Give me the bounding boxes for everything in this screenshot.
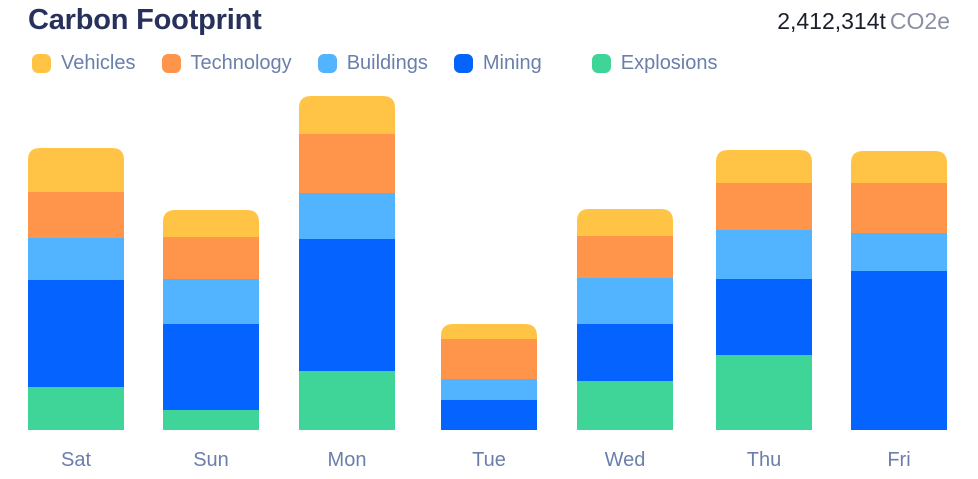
bar-segment-wed-buildings[interactable] (577, 278, 673, 324)
bar-segment-tue-technology[interactable] (441, 339, 537, 379)
bar-segment-sat-buildings[interactable] (28, 238, 124, 280)
bar-segment-wed-explosions[interactable] (577, 381, 673, 430)
legend-item-vehicles[interactable]: Vehicles (32, 52, 136, 75)
legend-label-buildings: Buildings (346, 51, 428, 74)
legend-item-mining[interactable]: Mining (453, 51, 542, 75)
x-tick-label: Thu (747, 449, 781, 471)
bar-segment-fri-vehicles[interactable] (851, 151, 947, 183)
bar-segment-sun-mining[interactable] (163, 324, 259, 410)
bar-segment-wed-technology[interactable] (577, 236, 673, 278)
bar-segment-mon-technology[interactable] (299, 134, 395, 193)
bar-segment-mon-explosions[interactable] (299, 371, 395, 430)
bar-segment-tue-buildings[interactable] (441, 379, 537, 400)
bar-segment-sat-mining[interactable] (28, 280, 124, 387)
legend-item-explosions[interactable]: Explosions (591, 51, 718, 75)
legend-item-buildings[interactable]: Buildings (317, 51, 428, 75)
bar-sun[interactable] (163, 210, 259, 430)
bar-segment-sat-explosions[interactable] (28, 387, 124, 430)
legend-swatch-buildings (317, 53, 337, 73)
legend-label-vehicles: Vehicles (61, 51, 136, 74)
legend: Vehicles Technology Buildings Mining Explosi… (32, 50, 744, 76)
bar-segment-fri-technology[interactable] (851, 183, 947, 233)
bar-tue[interactable] (441, 324, 537, 430)
legend-swatch-technology (161, 53, 181, 73)
x-tick-label: Tue (472, 449, 506, 471)
bar-segment-sun-technology[interactable] (163, 237, 259, 279)
bar-segment-fri-buildings[interactable] (851, 233, 947, 271)
bar-segment-thu-technology[interactable] (716, 183, 812, 230)
bar-segment-tue-vehicles[interactable] (441, 324, 537, 339)
bar-segment-thu-buildings[interactable] (716, 230, 812, 279)
legend-swatch-mining (453, 53, 473, 73)
x-tick-label: Sat (61, 449, 91, 471)
bar-segment-wed-mining[interactable] (577, 324, 673, 381)
bar-segment-thu-explosions[interactable] (716, 355, 812, 430)
bar-segment-sun-buildings[interactable] (163, 279, 259, 324)
x-tick-label: Wed (605, 449, 646, 471)
stacked-bar-chart: Sat Sun Mon Tue Wed Thu Fri (28, 96, 947, 471)
bar-segment-wed-vehicles[interactable] (577, 209, 673, 236)
legend-swatch-explosions (591, 53, 611, 73)
legend-label-explosions: Explosions (620, 51, 718, 74)
bar-segment-mon-buildings[interactable] (299, 193, 395, 239)
bar-segment-sun-explosions[interactable] (163, 410, 259, 430)
x-tick-label: Sun (193, 449, 229, 471)
bar-fri[interactable] (851, 151, 947, 430)
chart-title: Carbon Footprint (28, 4, 262, 36)
bar-segment-sun-vehicles[interactable] (163, 210, 259, 237)
bar-segment-sat-technology[interactable] (28, 192, 124, 238)
bar-segment-thu-vehicles[interactable] (716, 150, 812, 183)
bar-thu[interactable] (716, 150, 812, 430)
legend-label-mining: Mining (482, 51, 542, 74)
total-emissions: 2,412,314t CO2e (777, 8, 950, 35)
total-unit: CO2e (889, 8, 950, 34)
x-tick-label: Fri (887, 449, 910, 471)
total-value: 2,412,314t (777, 8, 886, 34)
bar-segment-thu-mining[interactable] (716, 279, 812, 355)
bar-mon[interactable] (299, 96, 395, 430)
bar-wed[interactable] (577, 209, 673, 430)
bar-segment-sat-vehicles[interactable] (28, 148, 124, 192)
legend-item-technology[interactable]: Technology (161, 51, 292, 75)
bar-segment-mon-mining[interactable] (299, 239, 395, 371)
legend-label-technology: Technology (190, 51, 292, 74)
bar-segment-fri-mining[interactable] (851, 271, 947, 430)
legend-swatch-vehicles (32, 53, 51, 73)
bar-segment-mon-vehicles[interactable] (299, 96, 395, 134)
x-tick-label: Mon (328, 449, 367, 471)
bar-sat[interactable] (28, 148, 124, 430)
bar-segment-tue-mining[interactable] (441, 400, 537, 430)
